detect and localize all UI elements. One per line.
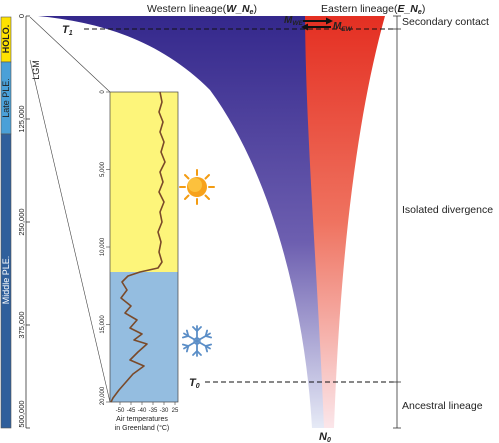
inset-tick-10000: 10,000 [100,237,106,256]
phase-isolated-divergence: Isolated divergence [402,204,493,216]
sun-icon [179,169,215,205]
inset-warm-region [110,92,178,272]
inset-xtick-6: 25 [172,408,179,414]
western-lineage-title: Western lineage(W_Ne) [147,3,257,16]
inset-xtick-3: -40 [138,408,147,414]
migration-we-label: MWE [284,15,303,27]
inset-xtick-1: -50 [116,408,125,414]
time-tick-250000: 250,000 [17,208,26,235]
greenland-temperature-curve [110,91,166,403]
period-label-middle-pleistocene: Middle PLE. [1,256,11,305]
n0-label: N0 [319,431,331,443]
inset-tick-15000: 15,000 [100,315,106,334]
inset-tick-5000: 5,000 [100,161,106,177]
phase-secondary-contact: Secondary contact [402,16,489,28]
period-middle-pleistocene [0,133,12,429]
western-lineage-shape [38,16,324,428]
inset-tick-20000: 20,000 [100,386,106,405]
migration-arrow-ew [301,23,331,31]
inset-xtick-5: -30 [160,408,169,414]
eastern-lineage-shape [300,16,385,428]
migration-ew-label: MEW [333,21,353,33]
inset-xlabel-line2: in Greenland (°C) [115,424,170,432]
inset-left-ticks [106,91,110,403]
inset-zoom-line-bottom [29,59,111,403]
period-label-late-pleistocene: Late PLE. [1,78,11,118]
eastern-lineage-title: Eastern lineage(E_Ne) [321,3,425,16]
inset-xtick-4: -35 [149,408,158,414]
snowflake-icon [181,325,213,357]
period-label-holocene: HOLO. [1,25,11,54]
phase-bracket [393,15,401,429]
inset-xtick-2: -45 [127,408,136,414]
time-tick-500000: 500,000 [17,400,26,427]
time-tick-0: 0 [17,14,26,18]
time-tick-375000: 375,000 [17,311,26,338]
inset-bottom-ticks [119,402,176,405]
inset-xlabel-line1: Air temperatures [116,416,168,423]
lgm-label: LGM [31,60,41,80]
time-axis-ticks [26,15,30,429]
t1-label: T1 [62,24,73,37]
time-tick-125000: 125,000 [17,105,26,132]
phase-ancestral-lineage: Ancestral lineage [402,400,483,412]
inset-tick-0: 0 [100,90,106,94]
inset-cold-region [110,272,178,402]
t0-label: T0 [189,377,200,390]
migration-arrow-we [303,17,333,25]
inset-zoom-line-top [29,16,111,93]
